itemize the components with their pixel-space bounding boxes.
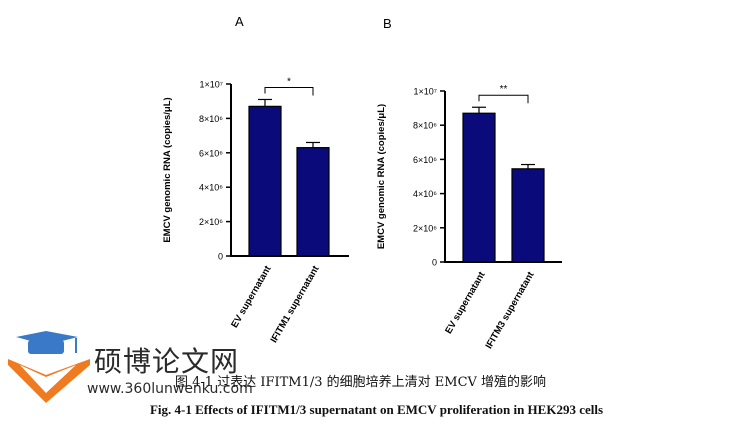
panel-a-letter: A [235, 14, 244, 29]
y-tick-label: 6×10⁶ [413, 155, 437, 165]
bar-2 [511, 168, 545, 263]
y-tick-label: 4×10⁶ [199, 183, 223, 193]
y-axis-label: EMCV genomic RNA (copies/μL) [162, 97, 173, 242]
significance-marker: * [287, 76, 291, 87]
figure-caption-english: Fig. 4-1 Effects of IFITM1/3 supernatant… [149, 402, 604, 417]
category-label-1: EV supernatant [443, 269, 488, 336]
significance-marker: ** [500, 84, 508, 95]
watermark-url: www.360lunwenku.com [87, 381, 253, 397]
category-label-2: IFITM3 supernatant [484, 269, 537, 351]
y-tick-label: 1×10⁷ [413, 87, 437, 97]
panel-b-letter: B [383, 16, 392, 31]
bar-1 [248, 105, 282, 257]
y-tick-label: 0 [218, 252, 223, 262]
significance-bracket [264, 86, 314, 96]
significance-bracket [478, 94, 529, 104]
y-axis-label: EMCV genomic RNA (copies/μL) [376, 104, 387, 249]
graduation-cap-logo-icon [8, 331, 90, 403]
y-tick-label: 6×10⁶ [199, 148, 223, 158]
y-tick-label: 2×10⁶ [413, 223, 437, 233]
y-tick-label: 1×10⁷ [199, 80, 223, 90]
bar-2 [296, 147, 330, 257]
watermark-brand: 硕博论文网 [94, 345, 240, 378]
y-tick-label: 4×10⁶ [413, 189, 437, 199]
y-tick-label: 8×10⁶ [413, 121, 437, 131]
bar-1 [462, 112, 496, 263]
y-tick-label: 0 [432, 258, 437, 268]
y-tick-label: 2×10⁶ [199, 217, 223, 227]
y-tick-label: 8×10⁶ [199, 114, 223, 124]
figure-caption-chinese: 图 4-1 过表达 IFITM1/3 的细胞培养上清对 EMCV 增殖的影响 [175, 375, 547, 390]
